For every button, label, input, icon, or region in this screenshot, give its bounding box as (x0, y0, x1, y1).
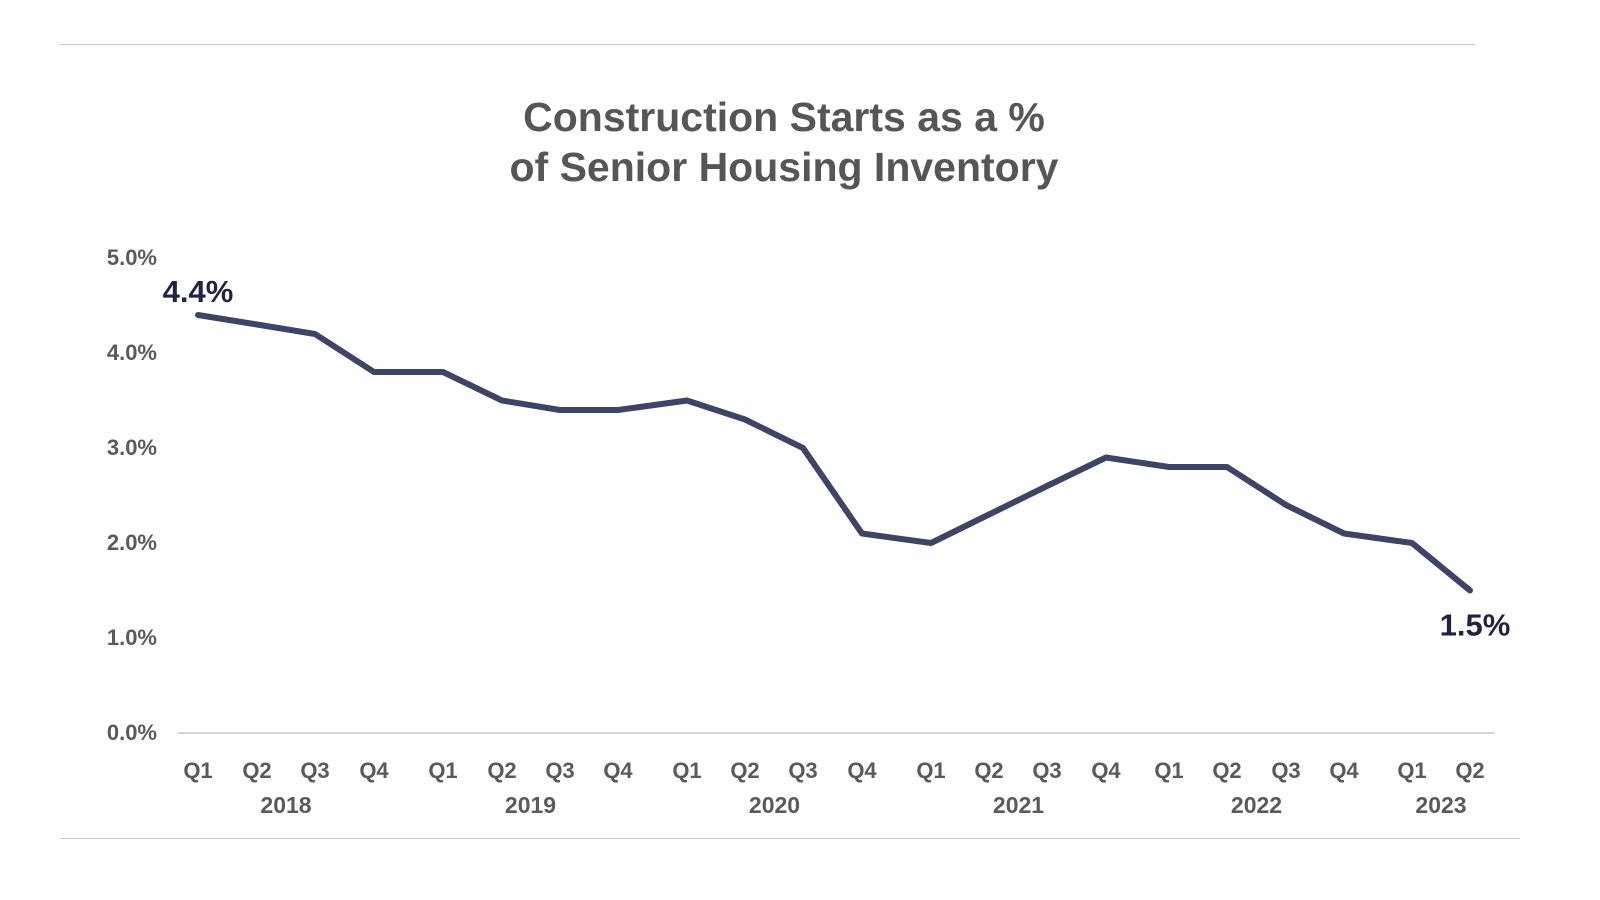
year-label: 2019 (505, 792, 556, 818)
x-tick-label: Q2 (487, 758, 516, 783)
y-tick-label: 1.0% (107, 625, 157, 650)
year-label: 2021 (993, 792, 1044, 818)
x-tick-label: Q3 (545, 758, 574, 783)
x-tick-label: Q1 (1154, 758, 1183, 783)
x-tick-label: Q4 (1091, 758, 1121, 783)
year-label: 2023 (1415, 792, 1466, 818)
y-tick-label: 3.0% (107, 435, 157, 460)
x-tick-label: Q3 (1271, 758, 1300, 783)
x-tick-label: Q1 (183, 758, 212, 783)
x-tick-label: Q2 (242, 758, 271, 783)
data-labels: 4.4% 1.5% (163, 274, 1511, 643)
x-tick-label: Q2 (1455, 758, 1484, 783)
x-tick-label: Q4 (359, 758, 389, 783)
end-value-label: 1.5% (1440, 608, 1511, 643)
y-tick-label: 4.0% (107, 340, 157, 365)
y-tick-label: 0.0% (107, 720, 157, 745)
y-tick-label: 5.0% (107, 245, 157, 270)
x-tick-label: Q3 (1032, 758, 1061, 783)
x-tick-label: Q1 (672, 758, 701, 783)
plot-area (195, 312, 1473, 594)
chart-title-line-2: of Senior Housing Inventory (509, 144, 1059, 190)
series-line (195, 312, 1473, 594)
x-tick-label: Q4 (603, 758, 633, 783)
x-tick-label: Q3 (788, 758, 817, 783)
x-tick-label: Q3 (300, 758, 329, 783)
x-tick-label: Q1 (916, 758, 945, 783)
chart-title: Construction Starts as a % of Senior Hou… (0, 92, 1568, 192)
year-label: 2022 (1231, 792, 1282, 818)
y-tick-label: 2.0% (107, 530, 157, 555)
x-tick-label: Q4 (1329, 758, 1359, 783)
x-tick-label: Q1 (1397, 758, 1426, 783)
x-tick-label: Q1 (428, 758, 457, 783)
x-tick-label: Q4 (847, 758, 877, 783)
x-axis: Q1 Q2 Q3 Q4 Q1 Q2 Q3 Q4 Q1 Q2 Q3 Q4 Q1 Q2 Q3 Q4 Q1 Q2 Q3 Q4… (178, 732, 1495, 818)
x-tick-label: Q2 (974, 758, 1003, 783)
year-label: 2020 (749, 792, 800, 818)
bottom-divider (60, 838, 1520, 839)
y-axis: 0.0% 1.0% 2.0% 3.0% 4.0% 5.0% (107, 245, 157, 745)
top-divider (60, 44, 1475, 45)
start-value-label: 4.4% (163, 274, 234, 309)
x-tick-label: Q2 (730, 758, 759, 783)
chart-title-line-1: Construction Starts as a % (523, 94, 1045, 140)
x-tick-label: Q2 (1212, 758, 1241, 783)
year-label: 2018 (260, 792, 311, 818)
